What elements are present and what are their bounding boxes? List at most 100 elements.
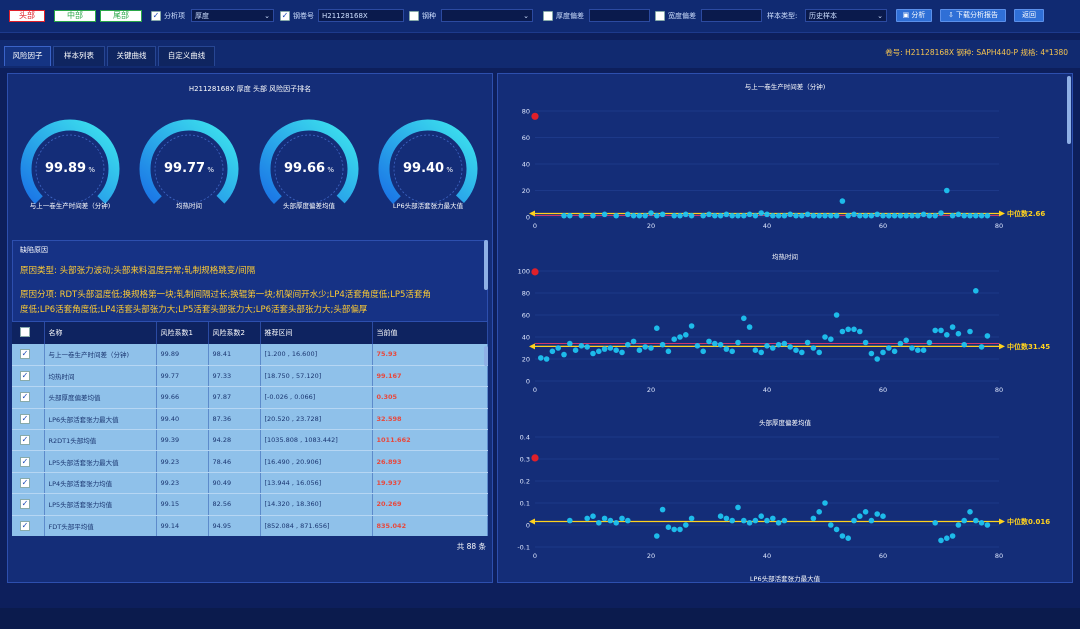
analysis-item-checkbox[interactable]: ✓ (151, 11, 161, 21)
x-tick-label: 20 (647, 222, 655, 230)
data-point (944, 332, 950, 338)
back-button[interactable]: 返回 (1014, 9, 1044, 22)
cell-name: LP5头部活套张力均值 (44, 493, 157, 516)
row-checkbox[interactable]: ✓ (20, 435, 30, 446)
gauge-1: 99.89 % 与上一卷生产时间差（分钟) (10, 109, 130, 219)
gauge-value-unit: % (325, 166, 334, 174)
table-row[interactable]: ✓ 头部厚度偏差均值 99.66 97.87 [-0.026 , 0.066] 0.305 (12, 386, 488, 409)
gauge-3: 99.66 % 头部厚度偏差均值 (249, 109, 369, 219)
data-point (793, 212, 799, 219)
row-checkbox[interactable]: ✓ (20, 392, 30, 403)
data-point (601, 211, 608, 218)
data-point (735, 339, 741, 346)
segment-head-button[interactable]: 头部 (9, 10, 45, 22)
reason-scrollbar[interactable] (484, 240, 488, 290)
column-header-risk1[interactable]: 风险系数1 (156, 322, 209, 344)
gauge-progress-arc (259, 119, 359, 204)
gauge-value: 99.40 % (368, 161, 488, 176)
data-point (868, 350, 875, 357)
row-checkbox[interactable]: ✓ (20, 478, 30, 489)
coil-no-input[interactable]: H21128168X (318, 9, 404, 22)
y-tick-label: 0.2 (520, 478, 530, 486)
width-deviation-checkbox[interactable] (655, 11, 665, 21)
row-checkbox[interactable]: ✓ (20, 371, 30, 382)
data-point (741, 212, 747, 219)
data-point (683, 522, 689, 528)
data-point (601, 346, 608, 352)
cell-risk2: 98.41 (208, 344, 261, 366)
data-point (868, 212, 875, 219)
data-point (810, 345, 817, 351)
data-point (833, 312, 840, 318)
width-deviation-input[interactable] (701, 9, 762, 22)
x-tick-label: 0 (533, 222, 537, 230)
analysis-item-select[interactable]: 厚度 ⌄ (191, 9, 274, 22)
row-checkbox[interactable]: ✓ (20, 499, 30, 510)
data-point (804, 339, 811, 346)
table-row[interactable]: ✓ LP5头部活套张力均值 99.15 82.56 [14.320 , 18.360] 2… (12, 493, 488, 516)
row-select-cell: ✓ (12, 408, 45, 431)
data-point (590, 212, 596, 219)
tab-sample-list[interactable]: 样本列表 (53, 46, 105, 66)
table-row[interactable]: ✓ FDT头部平均值 99.14 94.95 [852.084 , 871.656] 83… (12, 515, 488, 536)
total-count: 共 88 条 (456, 542, 486, 551)
gauge-value-number: 99.77 (163, 161, 206, 176)
column-header-risk2[interactable]: 风险系数2 (208, 322, 261, 344)
tab-custom-curves[interactable]: 自定义曲线 (158, 46, 215, 66)
column-header-current[interactable]: 当前值 (372, 322, 488, 344)
sample-type-select[interactable]: 历史样本 ⌄ (805, 9, 887, 22)
tab-risk-factors[interactable]: 风险因子 (4, 46, 51, 66)
data-point (978, 212, 985, 219)
row-checkbox[interactable]: ✓ (20, 456, 30, 467)
gauge-value: 99.77 % (129, 161, 249, 176)
data-point (712, 212, 718, 219)
coil-no-checkbox[interactable]: ✓ (280, 11, 290, 21)
download-icon: ⇩ (947, 11, 957, 19)
table-row[interactable]: ✓ 均热时间 99.77 97.33 [18.750 , 57.120] 99.167 (12, 365, 488, 388)
table-row[interactable]: ✓ R2DT1头部均值 99.39 94.28 [1035.808 , 1083.442… (12, 429, 488, 452)
data-point (625, 211, 631, 218)
row-checkbox[interactable]: ✓ (20, 413, 30, 424)
steel-grade-select[interactable]: ⌄ (441, 9, 533, 22)
data-point (920, 347, 927, 354)
analyze-button[interactable]: ▣ 分析 (896, 9, 932, 22)
table-row[interactable]: ✓ LP6头部活套张力最大值 99.40 87.36 [20.520 , 23.728]… (12, 408, 488, 431)
thickness-deviation-checkbox[interactable] (543, 11, 553, 21)
gauge-arc (20, 119, 120, 204)
table-scrollbar[interactable] (484, 346, 488, 366)
reason-detail-line-2: 度低;LP6活套角度低;LP4活套头部张力大;LP5活套头部张力大;LP6活套头… (20, 305, 368, 315)
data-point (543, 356, 550, 362)
table-row[interactable]: ✓ LP4头部活套张力均值 99.23 90.49 [13.944 , 16.056] 1… (12, 472, 488, 495)
cell-risk1: 99.40 (156, 408, 209, 431)
data-point (938, 327, 944, 334)
row-select-cell: ✓ (12, 344, 45, 366)
gauge-value-unit: % (444, 166, 453, 174)
column-header-name[interactable]: 名称 (44, 322, 157, 344)
row-select-cell: ✓ (12, 493, 45, 516)
segment-middle-button[interactable]: 中部 (54, 10, 96, 22)
row-checkbox[interactable]: ✓ (20, 349, 30, 360)
coil-no-label: 钢卷号 (293, 12, 314, 20)
column-header-range[interactable]: 推荐区间 (260, 322, 373, 344)
median-label: 中位数2.66 (1007, 209, 1045, 218)
download-report-button[interactable]: ⇩ 下载分析报告 (940, 9, 1006, 22)
cell-current: 835.042 (372, 515, 488, 536)
data-point (706, 211, 712, 218)
tab-key-curves[interactable]: 关键曲线 (107, 46, 156, 66)
y-tick-label: 0.3 (520, 456, 530, 464)
data-point (880, 349, 886, 356)
steel-grade-checkbox[interactable] (409, 11, 419, 21)
select-all-checkbox[interactable] (20, 327, 30, 337)
table-row[interactable]: ✓ 与上一卷生产时间差（分钟) 99.89 98.41 [1.200 , 16.600]… (12, 344, 488, 366)
data-point (932, 520, 938, 526)
data-point (723, 515, 730, 522)
data-point (723, 346, 730, 352)
row-checkbox[interactable]: ✓ (20, 520, 30, 531)
charts-panel (497, 73, 1073, 583)
gauge-label: 与上一卷生产时间差（分钟) (29, 202, 111, 210)
gauge-label: 均热时间 (176, 202, 202, 210)
thickness-deviation-input[interactable] (589, 9, 650, 22)
charts-scrollbar[interactable] (1067, 76, 1071, 144)
segment-tail-button[interactable]: 尾部 (100, 10, 142, 22)
table-row[interactable]: ✓ LP5头部活套张力最大值 99.23 78.46 [16.490 , 20.906]… (12, 450, 488, 473)
